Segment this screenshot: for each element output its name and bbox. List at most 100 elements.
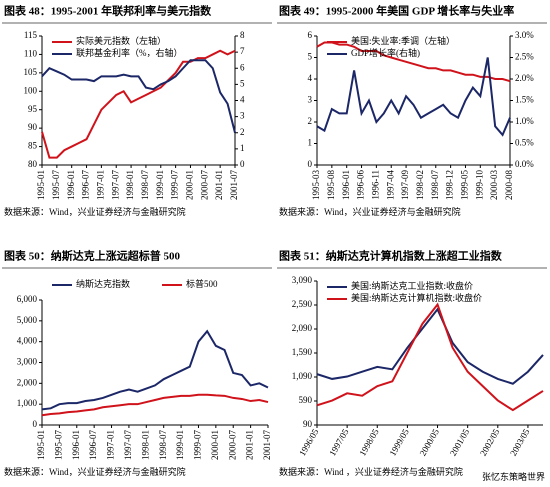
y2-tick-label: 2.5% (515, 52, 534, 62)
x-tick-label: 1997-01 (106, 430, 116, 460)
y-tick-label: 2,000 (17, 377, 38, 387)
x-tick-label: 1997/05 (327, 427, 351, 458)
x-tick-label: 1996-11 (370, 170, 380, 200)
y-tick-label: 90 (303, 419, 313, 429)
y2-tick-label: 1.5% (515, 95, 534, 105)
x-tick-label: 1999-01 (155, 170, 165, 200)
chart-title: 图表 49：1995-2000 年美国 GDP 增长率与失业率 (279, 4, 514, 18)
y-tick-label: 80 (28, 159, 38, 169)
y-tick-label: 6,000 (17, 294, 38, 304)
x-tick-label: 2000-07 (199, 170, 209, 200)
x-tick-label: 2002/05 (478, 427, 502, 458)
x-tick-label: 1996-07 (81, 170, 91, 200)
y-tick-label: 0 (308, 159, 313, 169)
y-tick-label: 2,090 (292, 323, 313, 333)
y-tick-label: 3,000 (17, 357, 38, 367)
chart-title: 图表 50：纳斯达克上涨远超标普 500 (4, 249, 180, 263)
x-tick-label: 1995-03 (311, 170, 321, 200)
y-tick-label: 1,090 (292, 371, 313, 381)
y2-tick-label: 8 (240, 30, 245, 40)
x-tick-label: 1999/05 (388, 427, 412, 458)
source-note: 数据来源：Wind，兴业证券经济与金融研究院 (279, 206, 461, 217)
chart-title: 图表 48：1995-2001 年联邦利率与美元指数 (4, 4, 212, 18)
x-tick-label: 1995-01 (36, 430, 46, 460)
x-tick-label: 1998/05 (357, 427, 381, 458)
y2-tick-label: 7 (240, 46, 245, 56)
y-tick-label: 590 (299, 395, 313, 405)
y-tick-label: 4 (308, 73, 313, 83)
x-tick-label: 1999-10 (474, 170, 484, 200)
legend-label: 联邦基金利率（%，右轴） (76, 47, 183, 58)
y2-tick-label: 1.0% (515, 116, 534, 126)
y-tick-label: 5,000 (17, 315, 38, 325)
series-line (316, 57, 511, 137)
y-tick-label: 95 (28, 104, 38, 114)
x-tick-label: 1996-06 (356, 170, 366, 200)
y-tick-label: 0 (33, 419, 38, 429)
x-tick-label: 1997-09 (400, 170, 410, 200)
source-note: 数据来源：Wind，兴业证券经济与金融研究院 (4, 206, 186, 217)
y-tick-label: 3,090 (292, 275, 313, 285)
y-tick-label: 110 (24, 48, 38, 58)
legend-label: GDP增长率(右轴) (351, 47, 420, 58)
x-tick-label: 1998-07 (158, 430, 168, 460)
y2-tick-label: 2.0% (515, 73, 534, 83)
x-tick-label: 1997-04 (385, 170, 395, 200)
x-tick-label: 2000-01 (185, 170, 195, 200)
y-tick-label: 1,000 (17, 398, 38, 408)
x-tick-label: 1998-01 (140, 430, 150, 460)
x-tick-label: 1995-01 (36, 170, 46, 200)
series-line (316, 307, 544, 385)
y2-tick-label: 1 (240, 143, 245, 153)
source-note: 数据来源：Wind ，兴业证券经济与金融研究院 (279, 466, 463, 477)
x-tick-label: 1999-05 (460, 170, 470, 200)
x-tick-label: 1995-08 (326, 170, 336, 200)
x-tick-label: 1997-07 (123, 430, 133, 460)
x-tick-label: 1996-01 (71, 430, 81, 460)
x-tick-label: 2001-07 (229, 170, 239, 200)
y-tick-label: 100 (24, 85, 38, 95)
series-line (41, 393, 269, 417)
legend-label: 实际美元指数（左轴） (76, 35, 166, 46)
y2-tick-label: 2 (240, 127, 245, 137)
x-tick-label: 1997-01 (95, 170, 105, 200)
y2-tick-label: 4 (240, 95, 245, 105)
y-tick-label: 1,590 (292, 347, 313, 357)
y-tick-label: 3 (308, 95, 313, 105)
x-tick-label: 1999-07 (170, 170, 180, 200)
x-tick-label: 2001-01 (214, 170, 224, 200)
x-tick-label: 1996-01 (341, 170, 351, 200)
series-line (316, 41, 511, 83)
x-tick-label: 1996-01 (66, 170, 76, 200)
y2-tick-label: 0 (240, 159, 245, 169)
x-tick-label: 1999-07 (193, 430, 203, 460)
y-tick-label: 1 (308, 138, 313, 148)
x-tick-label: 1996-07 (88, 430, 98, 460)
y2-tick-label: 5 (240, 78, 245, 88)
y-tick-label: 6 (308, 30, 313, 40)
chart-title: 图表 51：纳斯达克计算机指数上涨超工业指数 (279, 249, 503, 263)
x-tick-label: 1996/05 (297, 427, 321, 458)
x-tick-label: 1998-02 (415, 170, 425, 200)
x-tick-label: 1998-12 (445, 170, 455, 200)
legend-label: 标普500 (186, 278, 218, 289)
y-tick-label: 4,000 (17, 336, 38, 346)
y-tick-label: 2,590 (292, 299, 313, 309)
x-tick-label: 2000/05 (418, 427, 442, 458)
x-tick-label: 1998-07 (430, 170, 440, 200)
source-note: 数据来源：Wind，兴业证券经济与金融研究院 (4, 466, 186, 477)
x-tick-label: 2000-01 (210, 430, 220, 460)
series-line (41, 59, 236, 133)
series-line (41, 49, 236, 159)
x-tick-label: 2001/05 (448, 427, 472, 458)
y2-tick-label: 3.0% (515, 30, 534, 40)
y2-tick-label: 0.0% (515, 159, 534, 169)
y-tick-label: 85 (28, 141, 38, 151)
x-tick-label: 1998-07 (140, 170, 150, 200)
y2-tick-label: 0.5% (515, 138, 534, 148)
x-tick-label: 2003/05 (508, 427, 532, 458)
x-tick-label: 1995-07 (53, 430, 63, 460)
y2-tick-label: 6 (240, 62, 245, 72)
legend-label: 美国:失业率:季调（左轴） (351, 35, 455, 46)
